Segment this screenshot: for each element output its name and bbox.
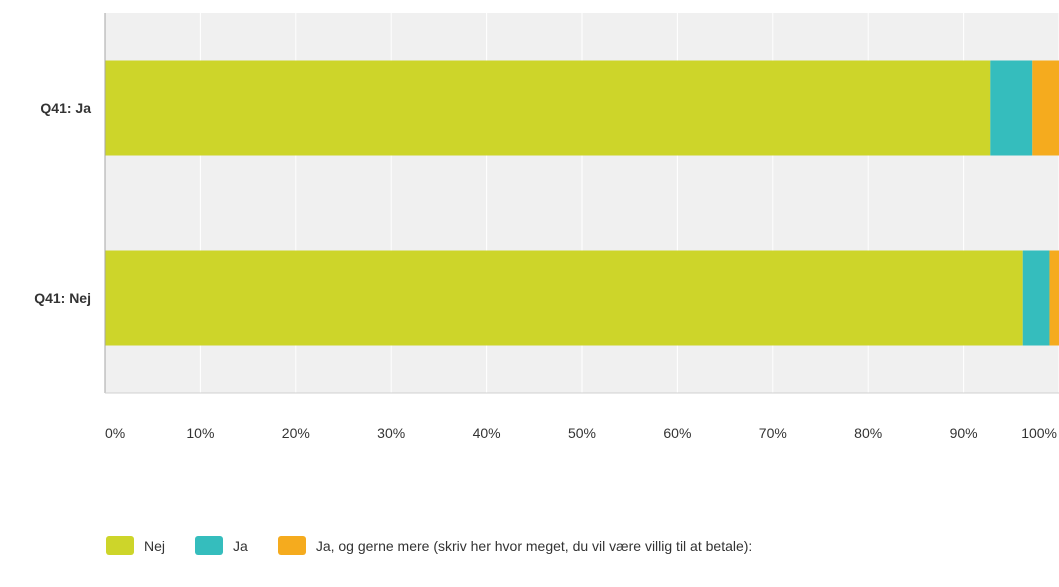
legend-label: Nej bbox=[144, 537, 166, 554]
x-tick-labels: 0% 10% 20% 30% 40% 50% 60% 70% 80% 90% 100% bbox=[105, 425, 1057, 441]
bars bbox=[105, 60, 1059, 346]
legend-label: Ja, og gerne mere (skriv her hvor meget,… bbox=[315, 537, 753, 554]
x-tick-label: 40% bbox=[473, 425, 501, 441]
x-tick-label: 30% bbox=[377, 425, 405, 441]
category-label: Q41: Ja bbox=[40, 100, 91, 116]
bar-segment bbox=[990, 60, 1033, 156]
bar-segment bbox=[1022, 250, 1050, 346]
legend: Nej Ja Ja, og gerne mere (skriv her hvor m… bbox=[106, 536, 782, 555]
x-tick-label: 60% bbox=[663, 425, 691, 441]
x-tick-label: 50% bbox=[568, 425, 596, 441]
legend-item: Ja, og gerne mere (skriv her hvor meget,… bbox=[277, 536, 753, 555]
category-label: Q41: Nej bbox=[34, 290, 91, 306]
bar-segment bbox=[1032, 60, 1059, 156]
x-tick-label: 100% bbox=[1021, 425, 1057, 441]
legend-item: Nej bbox=[106, 536, 165, 555]
x-tick-label: 90% bbox=[950, 425, 978, 441]
bar-segment bbox=[105, 250, 1023, 346]
legend-swatch bbox=[195, 536, 224, 555]
x-tick-label: 70% bbox=[759, 425, 787, 441]
x-tick-label: 10% bbox=[186, 425, 214, 441]
bar-segment bbox=[1049, 250, 1059, 346]
legend-item: Ja bbox=[195, 536, 248, 555]
x-tick-label: 0% bbox=[105, 425, 125, 441]
legend-swatch bbox=[106, 536, 134, 555]
x-tick-label: 20% bbox=[282, 425, 310, 441]
legend-swatch bbox=[277, 536, 306, 555]
legend-label: Ja bbox=[233, 537, 248, 554]
category-labels: Q41: Ja Q41: Nej bbox=[34, 100, 91, 306]
x-tick-label: 80% bbox=[854, 425, 882, 441]
bar-segment bbox=[105, 60, 991, 156]
